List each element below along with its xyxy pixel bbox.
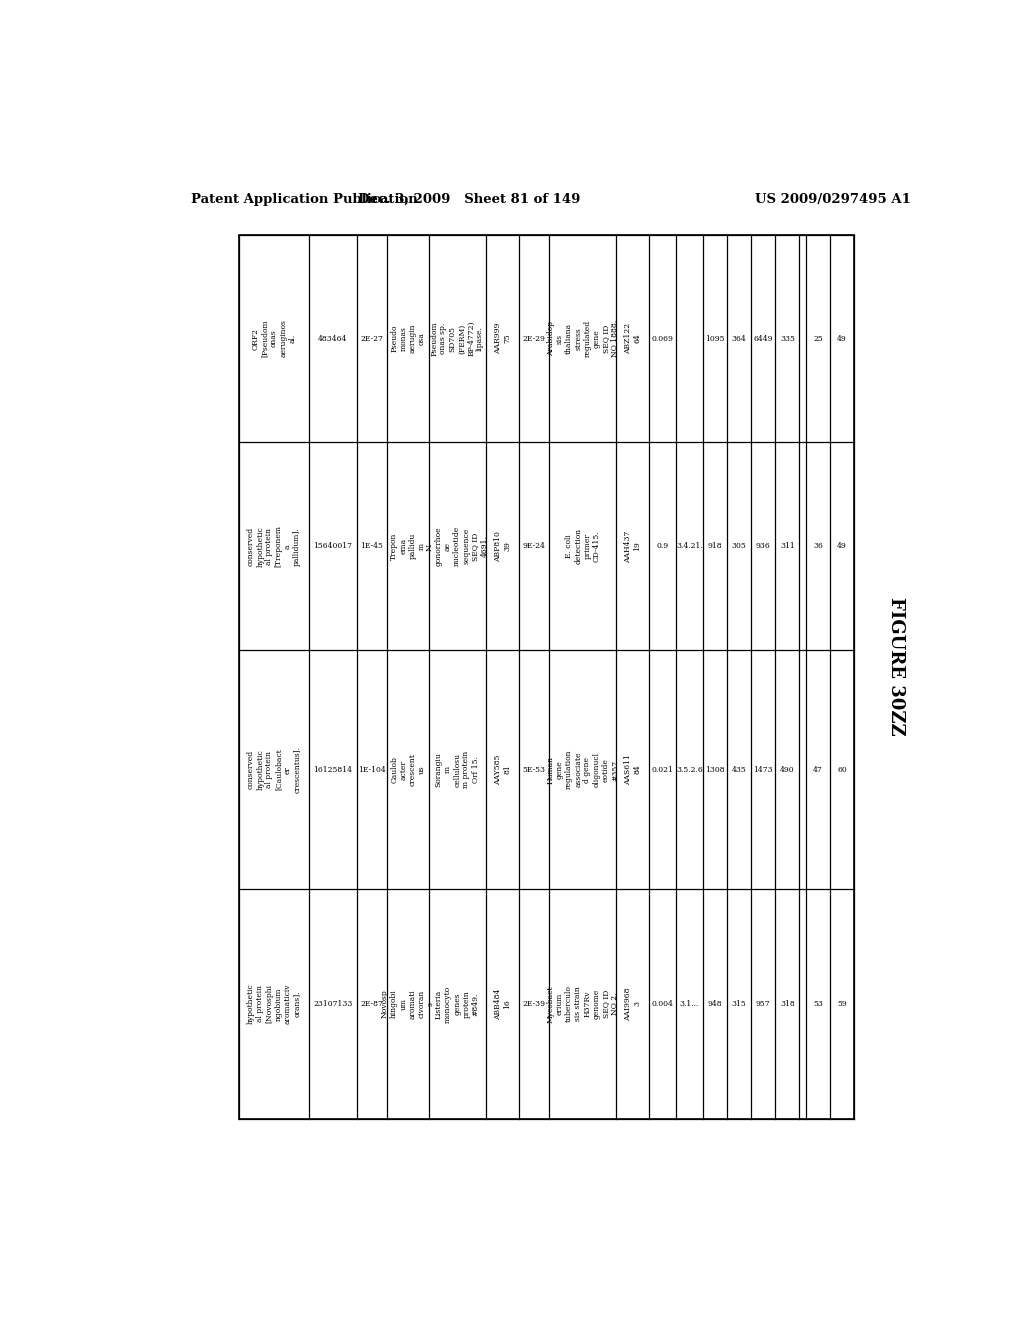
Text: 435: 435: [731, 766, 746, 774]
Text: 53: 53: [813, 1001, 823, 1008]
Text: Sorangiu
m
cellulosu
m protein
Orf 15.: Sorangiu m cellulosu m protein Orf 15.: [435, 751, 479, 788]
Text: 490: 490: [780, 766, 795, 774]
Text: conserved
hypothetic
al protein
[Treponem
a
pallidum].: conserved hypothetic al protein [Trepone…: [247, 525, 301, 568]
Text: 36: 36: [813, 543, 823, 550]
Text: Pseudo
monas
aerugin
osa: Pseudo monas aerugin osa: [390, 323, 426, 354]
Text: Dec. 3, 2009   Sheet 81 of 149: Dec. 3, 2009 Sheet 81 of 149: [358, 193, 581, 206]
Text: 49: 49: [838, 543, 847, 550]
Text: Arabidop
sis
thaliana
stress
regulated
gene
SEQ ID
NO 1888.: Arabidop sis thaliana stress regulated g…: [547, 319, 620, 358]
Text: 5E-53: 5E-53: [522, 766, 546, 774]
Text: Novosp
hingobi
um
aromati
civoran
s: Novosp hingobi um aromati civoran s: [381, 989, 435, 1019]
Bar: [240, 235, 854, 1119]
Text: 47: 47: [813, 766, 822, 774]
Text: 23107133: 23107133: [313, 1001, 352, 1008]
Text: 2E-87: 2E-87: [360, 1001, 383, 1008]
Text: 3.4.21.: 3.4.21.: [676, 543, 702, 550]
Text: 2E-29: 2E-29: [523, 334, 546, 342]
Text: ORF2
[Pseudom
onas
aeruginos
al.: ORF2 [Pseudom onas aeruginos al.: [252, 319, 297, 358]
Text: 483464: 483464: [318, 334, 347, 342]
Text: Trepon
ema
pallidu
m: Trepon ema pallidu m: [390, 533, 426, 560]
Text: hypothetic
al protein
[Novosphi
ngobium
aromaticiv
orans].: hypothetic al protein [Novosphi ngobium …: [247, 983, 301, 1024]
Text: 6449: 6449: [754, 334, 773, 342]
Text: 1E-45: 1E-45: [360, 543, 383, 550]
Text: 1095: 1095: [706, 334, 725, 342]
Text: Mycobact
erium
tuberculo
sis strain
H37Rv
genome
SEQ ID
NO 2.: Mycobact erium tuberculo sis strain H37R…: [547, 985, 620, 1023]
Text: Pseudom
onas sp.
SD705
(FERM)
BP-4772)
lipase.: Pseudom onas sp. SD705 (FERM) BP-4772) l…: [430, 321, 484, 356]
Text: 0.069: 0.069: [651, 334, 674, 342]
Text: 3.1...: 3.1...: [680, 1001, 699, 1008]
Text: ABP810
39: ABP810 39: [494, 531, 511, 562]
Text: 0.021: 0.021: [651, 766, 674, 774]
Text: 311: 311: [780, 543, 795, 550]
Text: ABB484
16: ABB484 16: [494, 989, 511, 1019]
Text: 1E-104: 1E-104: [358, 766, 386, 774]
Text: 25: 25: [813, 334, 822, 342]
Text: E. coli
detection
primer
CD-415.: E. coli detection primer CD-415.: [565, 528, 601, 565]
Text: FIGURE 30ZZ: FIGURE 30ZZ: [887, 597, 905, 737]
Text: 318: 318: [780, 1001, 795, 1008]
Text: 59: 59: [838, 1001, 847, 1008]
Text: 2E-39: 2E-39: [522, 1001, 546, 1008]
Text: 1308: 1308: [706, 766, 725, 774]
Text: AAS611
84: AAS611 84: [625, 754, 641, 785]
Text: 60: 60: [838, 766, 847, 774]
Text: AAR999
75: AAR999 75: [494, 323, 511, 354]
Text: 49: 49: [838, 334, 847, 342]
Text: 957: 957: [756, 1001, 770, 1008]
Text: 2E-27: 2E-27: [360, 334, 383, 342]
Text: 936: 936: [756, 543, 771, 550]
Text: 918: 918: [708, 543, 722, 550]
Text: 948: 948: [708, 1001, 722, 1008]
Text: 9E-24: 9E-24: [523, 543, 546, 550]
Text: Patent Application Publication: Patent Application Publication: [191, 193, 418, 206]
Text: 364: 364: [731, 334, 746, 342]
Text: 0.004: 0.004: [651, 1001, 674, 1008]
Text: AAH437
19: AAH437 19: [625, 531, 641, 562]
Text: Human
gene
regulation
associate
d gene
oligonucl
eotide
#357.: Human gene regulation associate d gene o…: [547, 750, 620, 789]
Text: conserved
hypothetic
al protein
[Caulobact
er
crescentus].: conserved hypothetic al protein [Cauloba…: [247, 746, 301, 793]
Text: 16125814: 16125814: [313, 766, 352, 774]
Text: 1473: 1473: [754, 766, 773, 774]
Text: N.
gonorrhoe
ae
nucleotide
sequence
SEQ ID
4691.: N. gonorrhoe ae nucleotide sequence SEQ …: [426, 527, 488, 566]
Text: US 2009/0297495 A1: US 2009/0297495 A1: [755, 193, 910, 206]
Text: 315: 315: [731, 1001, 746, 1008]
Text: 15640017: 15640017: [313, 543, 352, 550]
Text: Listeria
monocyto
genes
protein
#849.: Listeria monocyto genes protein #849.: [435, 986, 479, 1023]
Text: 0.9: 0.9: [656, 543, 669, 550]
Text: Caulob
acter
crescent
us: Caulob acter crescent us: [390, 754, 426, 785]
Text: 305: 305: [731, 543, 746, 550]
Text: ABZ122
64: ABZ122 64: [625, 323, 641, 354]
Text: AAY585
81: AAY585 81: [494, 755, 511, 785]
Text: 335: 335: [780, 334, 795, 342]
Text: 3.5.2.6: 3.5.2.6: [676, 766, 702, 774]
Text: AAI9968
3: AAI9968 3: [625, 987, 641, 1020]
